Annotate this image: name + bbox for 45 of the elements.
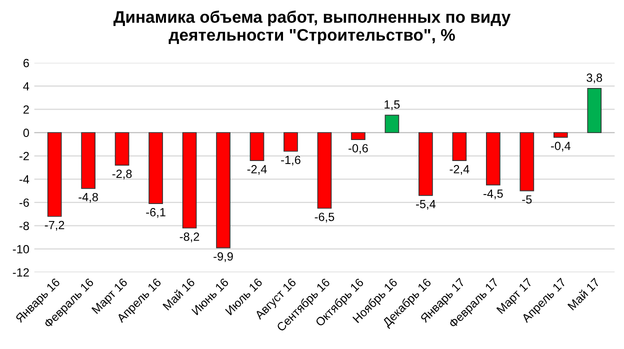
y-tick-label: -4: [19, 175, 30, 184]
bar: [250, 132, 264, 161]
data-label: -5: [522, 195, 532, 204]
data-label: -6,5: [314, 212, 334, 222]
bar: [587, 88, 602, 134]
data-label: -1,6: [281, 156, 300, 166]
y-tick-label: 0: [23, 128, 29, 138]
y-tick-label: -8: [19, 222, 29, 230]
bar: [418, 132, 433, 196]
bar: [520, 132, 534, 192]
data-label: -8,2: [180, 232, 200, 242]
chart-title: Динамика объема работ, выполненных по виду деятельности "Строительство", %: [113, 10, 511, 44]
data-label: -7,2: [44, 220, 64, 231]
y-tick-label: -2: [19, 152, 29, 160]
bar: [284, 132, 298, 152]
y-tick-label: 2: [23, 105, 29, 114]
data-label: -4,5: [484, 190, 503, 200]
data-label: -0,4: [551, 142, 570, 152]
bar: [47, 132, 62, 217]
bar: [148, 132, 163, 204]
data-label: -4,8: [78, 192, 98, 203]
bar: [114, 132, 130, 166]
bar: [81, 132, 96, 189]
data-label: -9,9: [214, 252, 233, 262]
bar: [182, 132, 197, 228]
y-tick-label: -6: [19, 198, 29, 207]
data-label: -2,4: [450, 165, 470, 175]
y-tick-label: -10: [12, 244, 29, 254]
bar: [351, 132, 366, 140]
y-tick-label: 6: [23, 58, 29, 68]
data-label: -0,6: [348, 144, 368, 154]
data-label: -6,1: [146, 208, 166, 218]
data-label: -2,4: [247, 165, 267, 175]
data-label: -5,4: [416, 200, 436, 210]
bar: [384, 114, 400, 134]
bar: [553, 132, 568, 138]
bar: [452, 132, 467, 161]
y-tick-label: 4: [23, 82, 30, 90]
bar: [317, 132, 332, 209]
data-label: -2,8: [112, 170, 132, 180]
bar: [486, 132, 500, 186]
y-tick-label: -12: [12, 268, 29, 276]
bar: [216, 132, 230, 248]
data-label: 3,8: [586, 74, 602, 84]
data-label: 1,5: [384, 100, 400, 110]
